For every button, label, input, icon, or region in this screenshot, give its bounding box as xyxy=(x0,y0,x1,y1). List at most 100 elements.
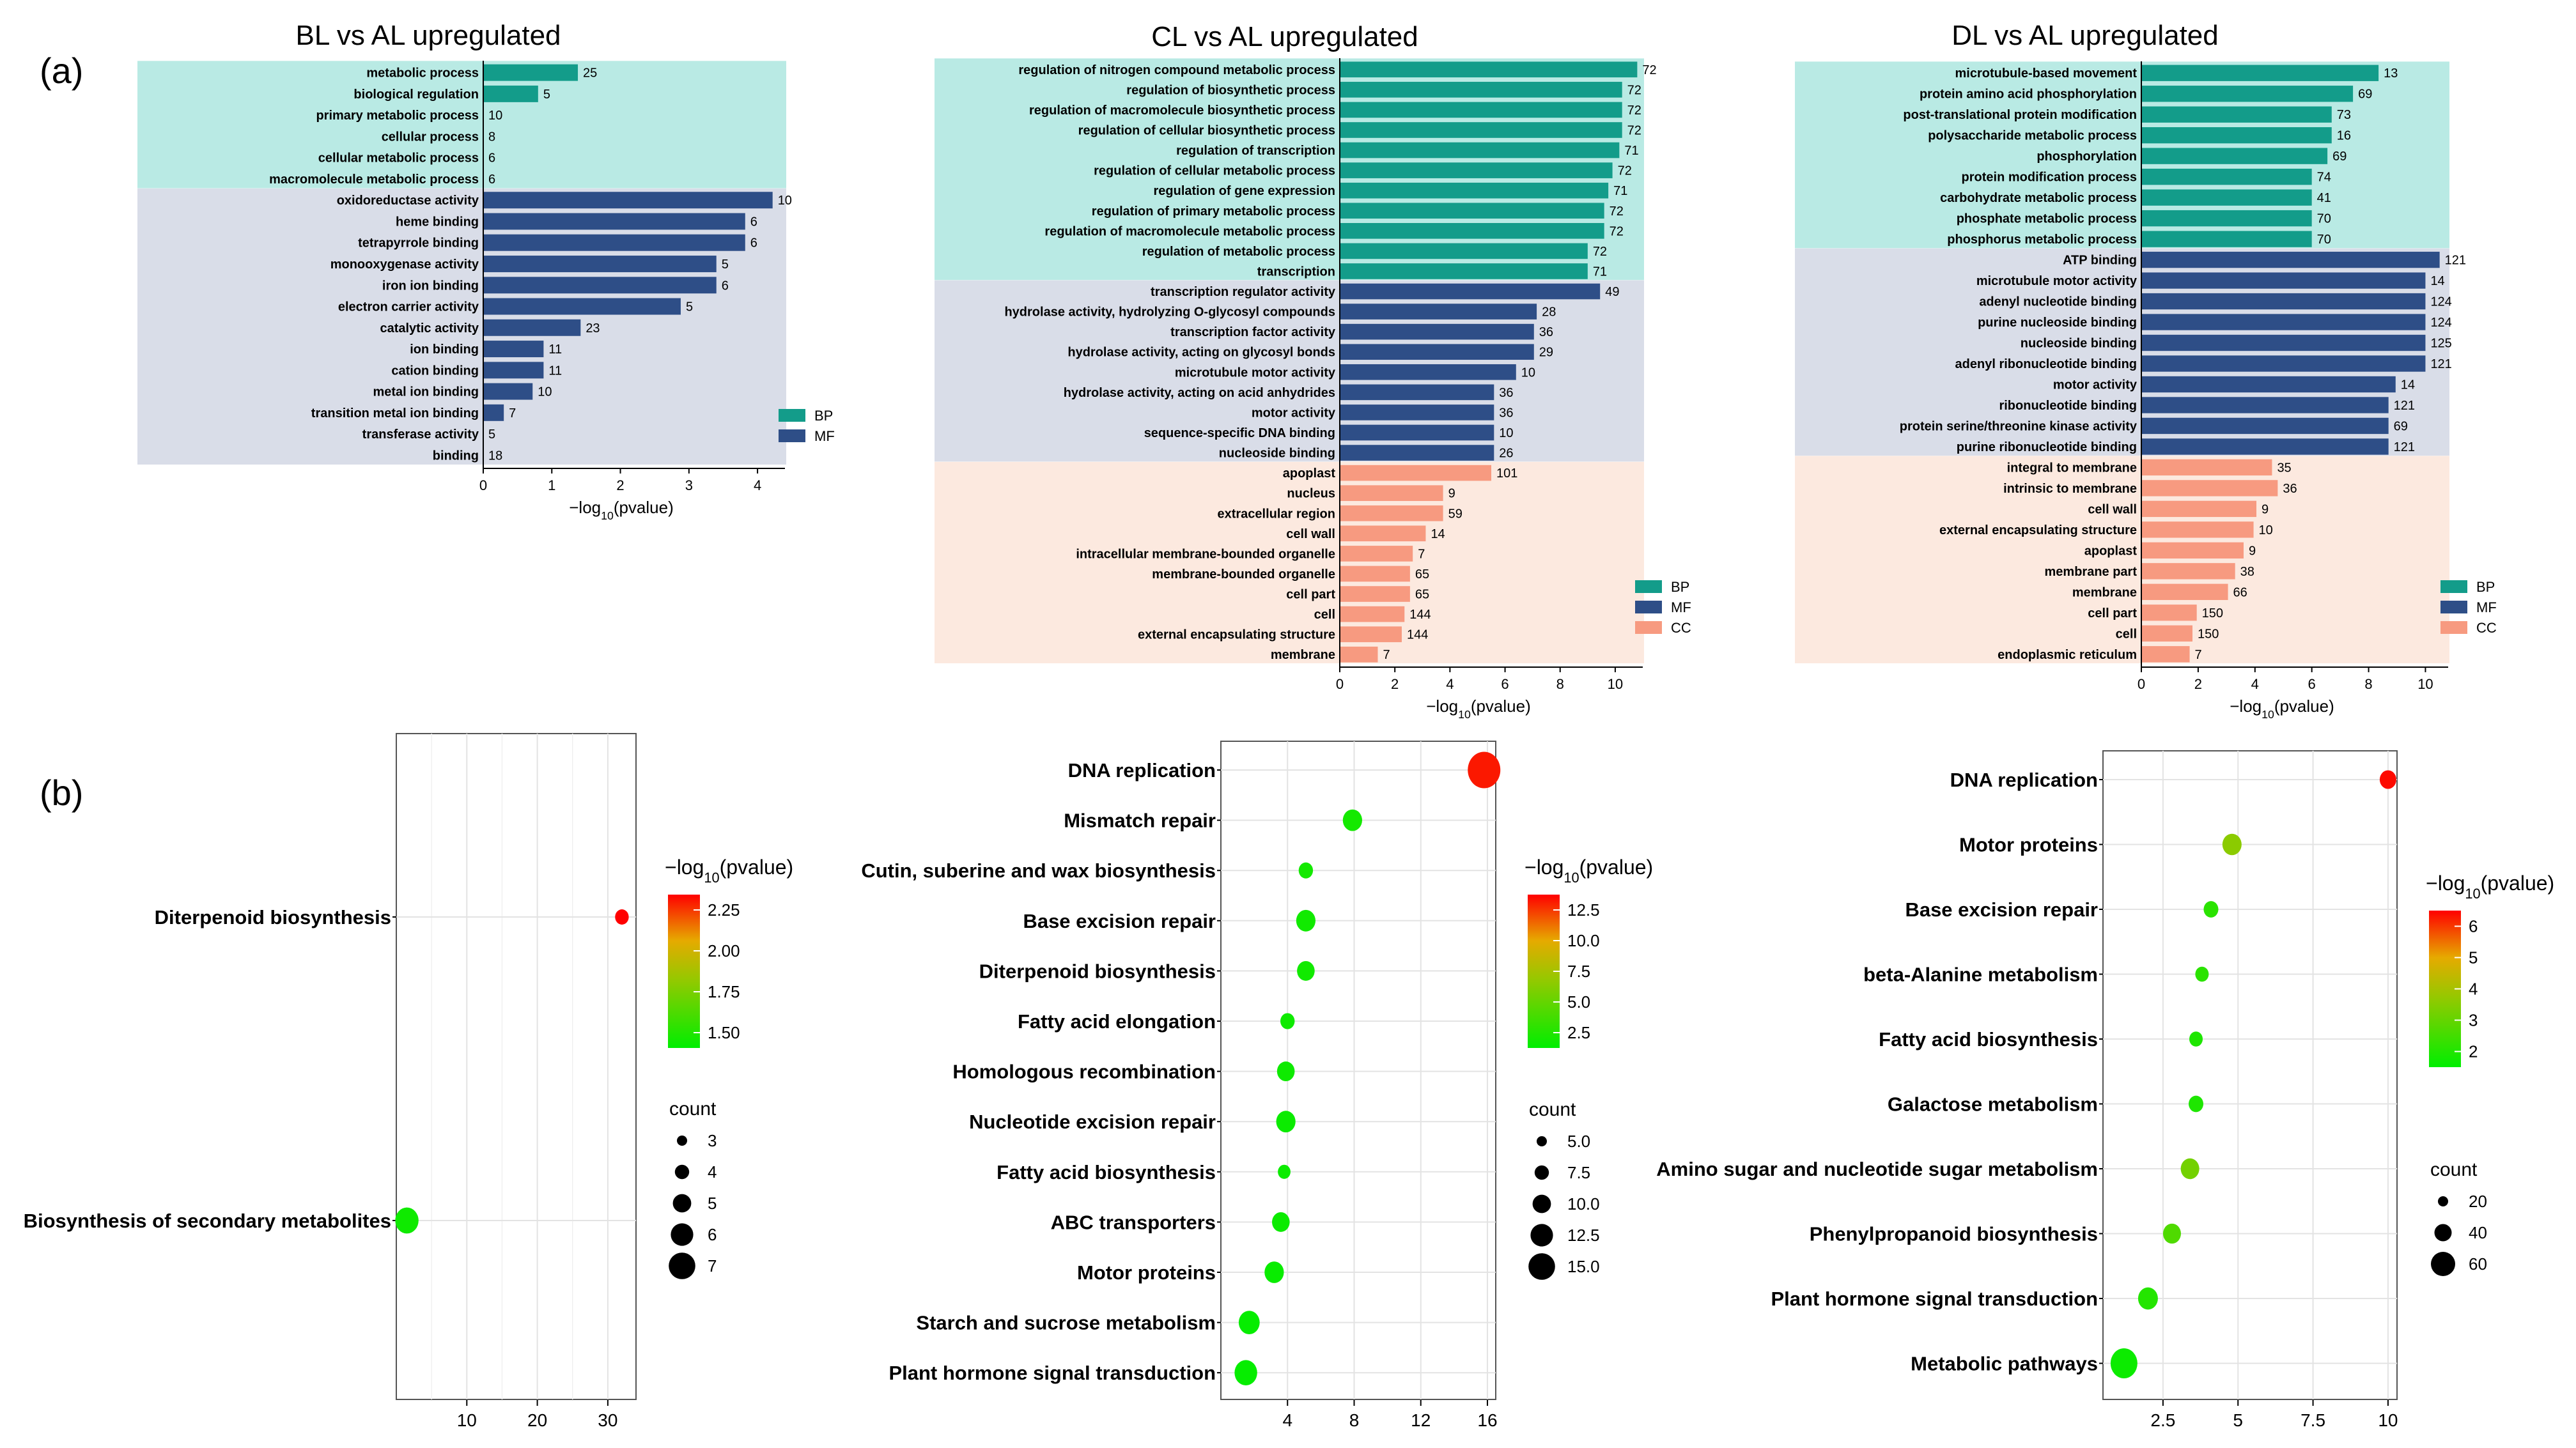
x-tick-label: 8 xyxy=(1556,676,1564,692)
group-band-CC xyxy=(935,461,1644,663)
count-label: 9 xyxy=(2249,544,2256,558)
bar xyxy=(1340,223,1604,239)
size-legend-dot xyxy=(674,1164,690,1180)
category-label: phosphorus metabolic process xyxy=(1947,233,2137,247)
bar xyxy=(483,277,717,294)
colorbar-tick-label: 12.5 xyxy=(1567,900,1600,920)
plot-frame xyxy=(1220,741,1496,1400)
bar xyxy=(1340,243,1588,259)
bar xyxy=(1340,364,1516,380)
bar xyxy=(1340,646,1378,663)
count-label: 71 xyxy=(1593,265,1607,279)
category-label: microtubule motor activity xyxy=(1175,366,1336,380)
count-label: 8 xyxy=(488,130,495,144)
x-tick-label: 4 xyxy=(1446,676,1454,692)
bubble-point xyxy=(1276,1111,1296,1133)
bar xyxy=(1340,465,1491,481)
bubble-point xyxy=(2203,901,2219,918)
legend-label-MF: MF xyxy=(814,428,835,444)
category-label: adenyl nucleotide binding xyxy=(1979,295,2137,309)
bar xyxy=(2141,563,2235,580)
category-label: nucleoside binding xyxy=(2021,337,2137,351)
size-legend-dot xyxy=(2434,1224,2452,1242)
category-label: metabolic process xyxy=(366,66,479,81)
count-label: 69 xyxy=(2394,419,2408,433)
bar xyxy=(2141,231,2312,247)
legend-swatch-BP xyxy=(779,409,805,422)
x-axis-label: −log10(pvalue) xyxy=(2230,697,2334,721)
count-label: 124 xyxy=(2430,316,2451,330)
category-label: purine nucleoside binding xyxy=(1978,316,2137,330)
pathway-label: Plant hormone signal transduction xyxy=(1771,1288,2098,1310)
category-label: integral to membrane xyxy=(2007,461,2137,475)
category-label: regulation of nitrogen compound metaboli… xyxy=(1018,63,1335,77)
count-label: 72 xyxy=(1627,83,1641,97)
bar xyxy=(2141,625,2192,642)
category-label: membrane xyxy=(2072,585,2137,599)
size-legend-title: count xyxy=(1529,1099,1576,1120)
count-label: 121 xyxy=(2394,399,2415,413)
bar xyxy=(2141,521,2254,538)
category-label: motor activity xyxy=(1252,406,1336,420)
x-tick-label: 6 xyxy=(1501,676,1509,692)
count-label: 5 xyxy=(686,300,693,314)
pathway-label: Homologous recombination xyxy=(952,1061,1216,1083)
count-label: 69 xyxy=(2358,88,2372,102)
bubble-point xyxy=(1298,862,1314,879)
category-label: apoplast xyxy=(2084,544,2138,558)
x-axis-label: −log10(pvalue) xyxy=(1426,697,1531,721)
x-tick-label: 2 xyxy=(616,477,624,493)
legend-label-CC: CC xyxy=(1671,620,1691,636)
legend-swatch-CC xyxy=(2440,621,2467,634)
count-label: 101 xyxy=(1496,466,1517,481)
category-label: transferase activity xyxy=(362,427,479,442)
count-label: 72 xyxy=(1593,245,1607,259)
bar xyxy=(1340,424,1494,441)
x-tick-label: 8 xyxy=(1349,1410,1360,1430)
size-legend-label: 6 xyxy=(708,1225,717,1244)
category-label: regulation of cellular biosynthetic proc… xyxy=(1078,123,1335,137)
bar xyxy=(483,383,533,400)
bubble-point xyxy=(2195,966,2209,982)
category-label: apoplast xyxy=(1283,466,1336,481)
bubble-point xyxy=(2180,1158,2200,1180)
count-label: 72 xyxy=(1610,224,1624,238)
legend-label-BP: BP xyxy=(1671,579,1689,595)
bar xyxy=(2141,148,2328,164)
bar xyxy=(2141,189,2312,206)
count-label: 69 xyxy=(2332,150,2347,164)
pathway-label: Biosynthesis of secondary metabolites xyxy=(24,1210,391,1232)
size-legend-label: 5.0 xyxy=(1567,1132,1590,1151)
category-label: regulation of macromolecule metabolic pr… xyxy=(1044,224,1335,238)
size-legend-label: 3 xyxy=(708,1131,717,1150)
category-label: nucleoside binding xyxy=(1219,447,1335,461)
count-label: 18 xyxy=(488,449,502,463)
bar xyxy=(1340,304,1537,320)
count-label: 7 xyxy=(509,406,516,420)
count-label: 7 xyxy=(1418,547,1425,561)
bar xyxy=(2141,86,2354,102)
bar xyxy=(483,234,745,251)
category-label: protein amino acid phosphorylation xyxy=(1920,88,2137,102)
bubble-point xyxy=(395,1207,419,1234)
bubble-point xyxy=(2162,1223,2181,1244)
bar xyxy=(2141,210,2312,227)
count-label: 13 xyxy=(2384,66,2398,81)
category-label: regulation of cellular metabolic process xyxy=(1094,164,1335,178)
colorbar-tick-label: 2 xyxy=(2469,1042,2478,1061)
bubble-point xyxy=(615,909,629,925)
legend-label-MF: MF xyxy=(2476,599,2497,615)
colorbar-title: −log10(pvalue) xyxy=(665,856,793,886)
category-label: ATP binding xyxy=(2063,254,2137,268)
size-legend-title: count xyxy=(2430,1159,2478,1180)
pathway-label: Fatty acid elongation xyxy=(1018,1010,1216,1033)
bar xyxy=(1340,82,1622,98)
category-label: cation binding xyxy=(391,364,479,378)
x-tick-label: 10 xyxy=(457,1410,477,1430)
pathway-label: Base excision repair xyxy=(1023,910,1216,932)
category-label: cell wall xyxy=(2088,502,2137,516)
count-label: 6 xyxy=(488,151,495,166)
count-label: 14 xyxy=(1431,527,1445,541)
x-tick-label: 10 xyxy=(1608,676,1623,692)
legend-label-MF: MF xyxy=(1671,599,1691,615)
